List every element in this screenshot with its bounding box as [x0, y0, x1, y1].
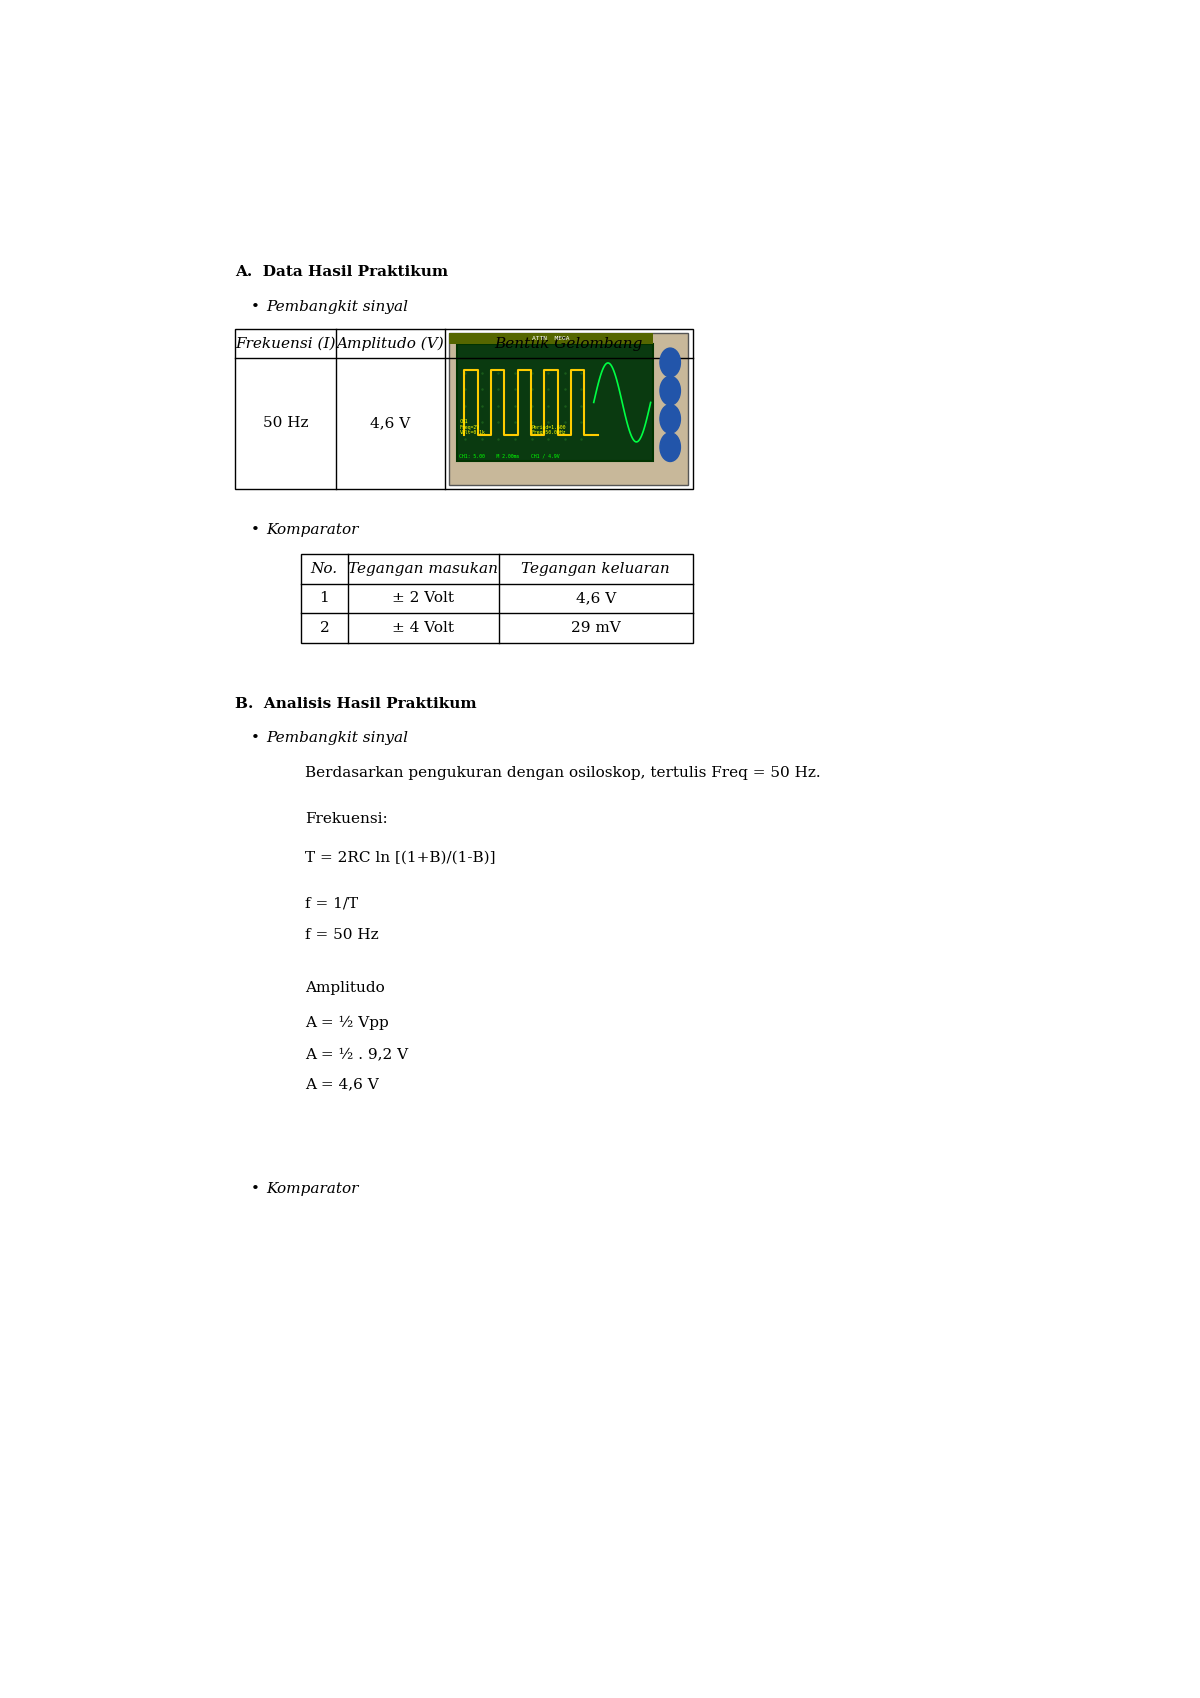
- Text: •: •: [251, 523, 259, 537]
- Polygon shape: [449, 333, 653, 343]
- Text: 2: 2: [319, 621, 329, 635]
- Text: Tegangan masukan: Tegangan masukan: [348, 562, 498, 576]
- Circle shape: [660, 433, 680, 462]
- Text: •: •: [251, 1182, 259, 1195]
- Polygon shape: [449, 333, 688, 484]
- Text: Pembangkit sinyal: Pembangkit sinyal: [266, 301, 408, 314]
- Text: Amplitudo: Amplitudo: [305, 981, 385, 995]
- Text: 4,6 V: 4,6 V: [576, 591, 616, 606]
- Text: 29 mV: 29 mV: [571, 621, 620, 635]
- Text: 50 Hz: 50 Hz: [263, 416, 308, 430]
- Text: Frekuensi (I): Frekuensi (I): [235, 336, 336, 350]
- Text: 4,6 V: 4,6 V: [370, 416, 410, 430]
- Text: ATTN  MEGA: ATTN MEGA: [532, 336, 570, 341]
- Circle shape: [660, 404, 680, 433]
- Polygon shape: [456, 343, 653, 462]
- Text: No.: No.: [311, 562, 338, 576]
- Text: ± 4 Volt: ± 4 Volt: [392, 621, 454, 635]
- Text: Pembangkit sinyal: Pembangkit sinyal: [266, 732, 408, 745]
- Text: Amplitudo (V): Amplitudo (V): [336, 336, 444, 351]
- Text: A = ½ . 9,2 V: A = ½ . 9,2 V: [305, 1048, 408, 1061]
- Text: •: •: [251, 732, 259, 745]
- Text: f = 1/T: f = 1/T: [305, 897, 358, 910]
- Text: Bentuk Gelombang: Bentuk Gelombang: [494, 336, 643, 350]
- Text: •: •: [251, 301, 259, 314]
- Text: 1: 1: [319, 591, 329, 606]
- Text: Komparator: Komparator: [266, 523, 359, 537]
- Text: CH1: 5.00    M 2.00ms    CH1 / 4.9V: CH1: 5.00 M 2.00ms CH1 / 4.9V: [460, 453, 560, 458]
- Text: f = 50 Hz: f = 50 Hz: [305, 927, 379, 942]
- Text: ± 2 Volt: ± 2 Volt: [392, 591, 454, 606]
- Circle shape: [660, 377, 680, 406]
- Text: CH1
Freq=2V
Volt=0.1k: CH1 Freq=2V Volt=0.1k: [460, 419, 485, 435]
- Text: Komparator: Komparator: [266, 1182, 359, 1195]
- Text: Frekuensi:: Frekuensi:: [305, 812, 388, 825]
- Text: B.  Analisis Hasil Praktikum: B. Analisis Hasil Praktikum: [235, 696, 476, 710]
- Text: A.  Data Hasil Praktikum: A. Data Hasil Praktikum: [235, 265, 449, 280]
- Text: T = 2RC ln [(1+B)/(1-B)]: T = 2RC ln [(1+B)/(1-B)]: [305, 851, 496, 864]
- Text: Berdasarkan pengukuran dengan osiloskop, tertulis Freq = 50 Hz.: Berdasarkan pengukuran dengan osiloskop,…: [305, 766, 821, 779]
- Text: A = 4,6 V: A = 4,6 V: [305, 1078, 379, 1092]
- Text: Period=1.600
Freq=50.00Hz: Period=1.600 Freq=50.00Hz: [532, 424, 565, 435]
- Text: Tegangan keluaran: Tegangan keluaran: [521, 562, 670, 576]
- Circle shape: [660, 348, 680, 377]
- Text: A = ½ Vpp: A = ½ Vpp: [305, 1015, 389, 1031]
